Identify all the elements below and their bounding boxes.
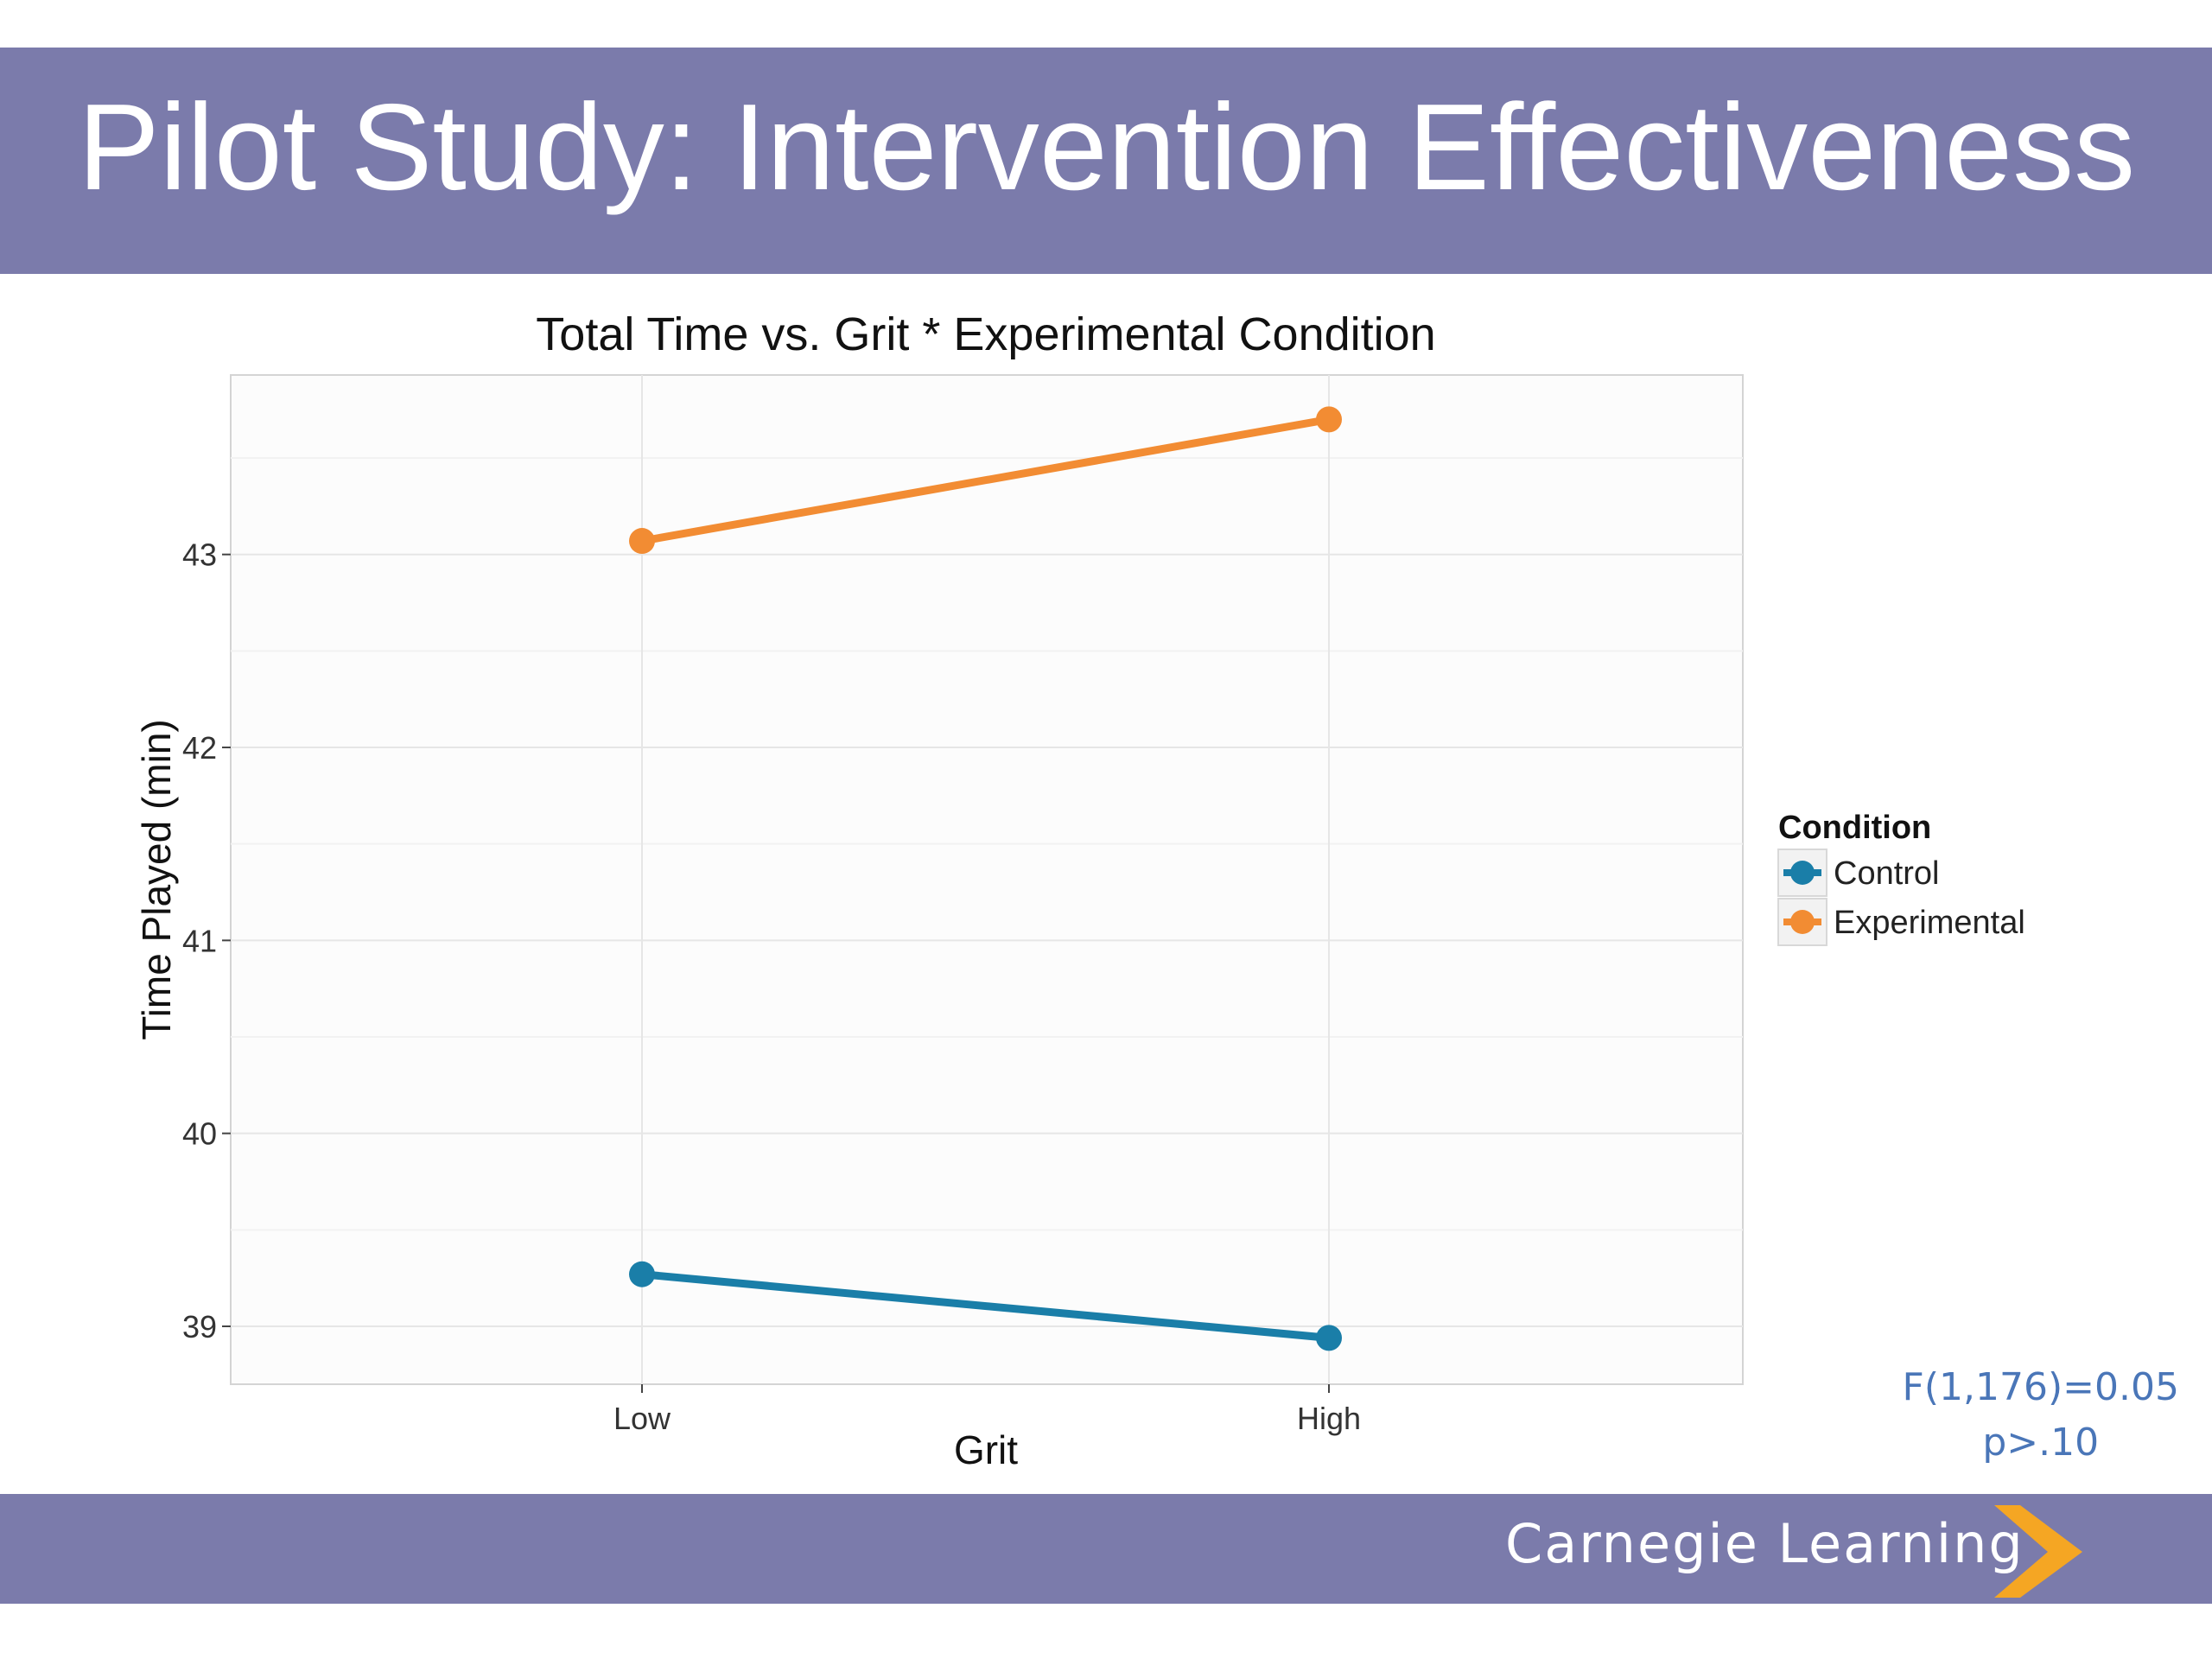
data-point-control [1316,1325,1342,1351]
data-point-experimental [629,528,655,555]
x-axis-label: Grit [954,1427,1018,1472]
y-tick-label: 43 [182,537,217,573]
line-chart: Total Time vs. Grit * Experimental Condi… [134,308,2025,1472]
series-line-control [638,1270,1333,1342]
y-tick-label: 40 [182,1116,217,1152]
grid-lines [231,375,1743,1384]
stats-f-value: F(1,176)=0.05 [1902,1365,2179,1409]
y-axis: 39 40 41 42 43 [182,537,231,1344]
y-axis-label: Time Played (min) [134,719,179,1039]
stats-annotation: F(1,176)=0.05 p>.10 [1903,1360,2179,1471]
brand-name: Carnegie Learning [1505,1512,2024,1575]
legend: Condition Control Experimental [1777,810,2025,946]
stats-p-value: p>.10 [1982,1420,2100,1465]
y-tick-label: 41 [182,923,217,958]
x-tick-label: Low [613,1401,671,1436]
data-point-experimental [1316,406,1342,433]
footer-bar [0,1494,2212,1604]
chart-title: Total Time vs. Grit * Experimental Condi… [536,308,1435,360]
series-layer [629,406,1342,1351]
legend-title: Condition [1778,810,1931,846]
title-bar [0,48,2212,274]
data-point-control [629,1261,655,1287]
chart-area: Total Time vs. Grit * Experimental Condi… [108,276,2104,1495]
x-tick-label: High [1297,1401,1361,1436]
series-line-experimental [638,415,1333,545]
x-axis: Low High [613,1384,1361,1436]
brand-chevron-logo [1994,1505,2082,1598]
legend-label-experimental: Experimental [1834,905,2025,941]
y-tick-label: 42 [182,730,217,766]
legend-key-point [1790,910,1815,934]
legend-key-point [1790,861,1815,885]
slide-title: Pilot Study: Intervention Effectiveness [78,79,2136,216]
legend-label-control: Control [1834,855,1940,892]
plot-panel [230,374,1744,1385]
y-tick-label: 39 [182,1309,217,1344]
